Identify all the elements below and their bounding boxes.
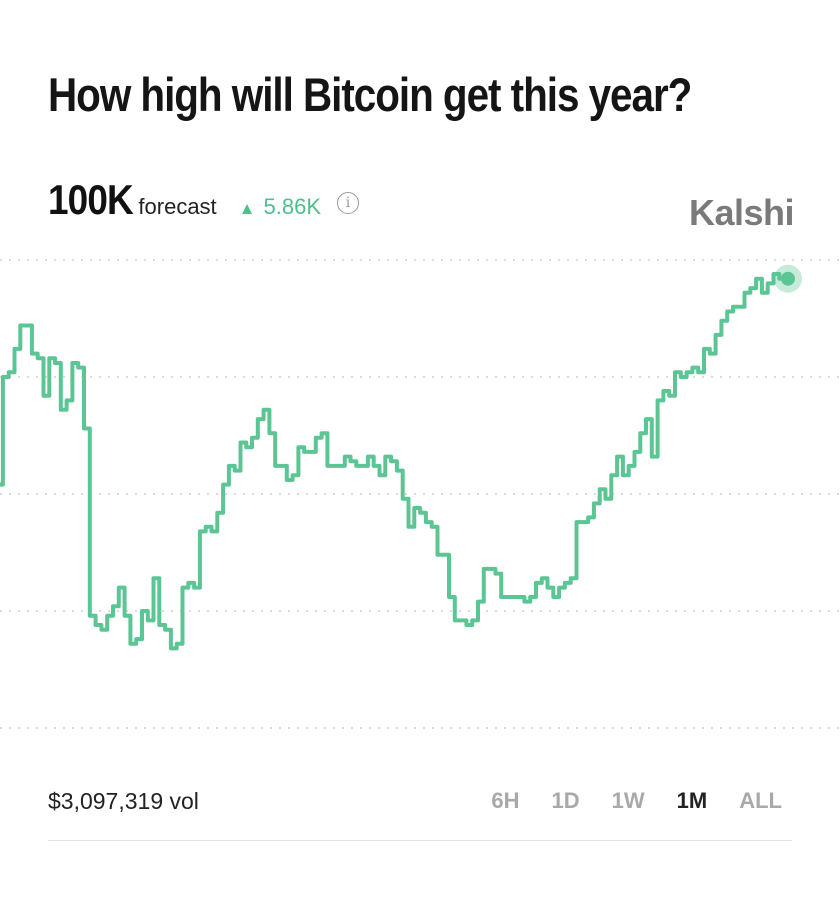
forecast-change: ▲ 5.86K [239,194,321,220]
range-tab-1m[interactable]: 1M [676,788,708,813]
bottom-divider [48,840,792,841]
time-range-selector: 6H 1D 1W 1M ALL [491,788,782,814]
forecast-summary: 100K forecast ▲ 5.86K i [48,176,359,224]
forecast-line-series [0,272,790,651]
up-arrow-icon: ▲ [238,199,256,218]
price-chart[interactable] [0,230,840,750]
page-title: How high will Bitcoin get this year? [48,68,692,121]
chart-gridlines [0,259,840,729]
range-tab-6h[interactable]: 6H [491,788,520,813]
range-tab-1d[interactable]: 1D [551,788,580,813]
info-icon[interactable]: i [337,192,359,214]
forecast-value: 100K [48,176,134,223]
forecast-label: forecast [138,194,217,219]
forecast-change-value: 5.86K [263,194,322,219]
range-tab-all[interactable]: ALL [739,788,782,813]
last-point-marker [781,271,795,286]
range-tab-1w[interactable]: 1W [611,788,645,813]
volume-label: $3,097,319 vol [48,788,199,814]
brand-logo: Kalshi [688,192,795,233]
